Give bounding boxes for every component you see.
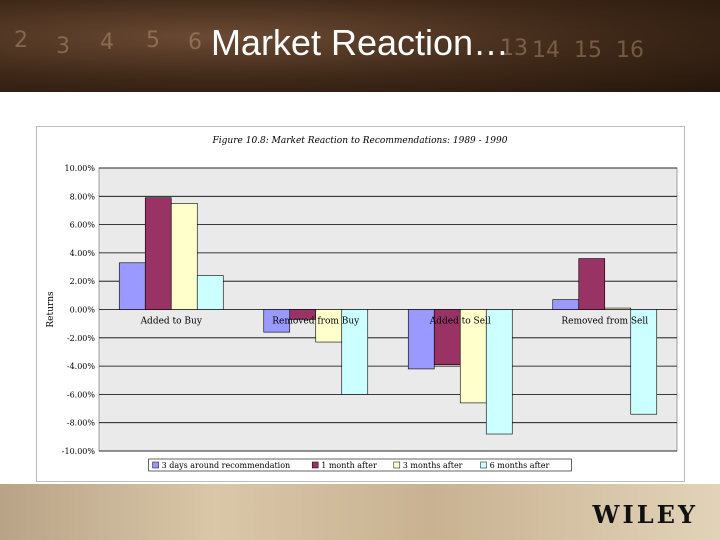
y-tick-label: -4.00% — [67, 362, 96, 371]
bar — [263, 309, 291, 333]
slide-title: Market Reaction… — [210, 22, 510, 63]
chart-title: Figure 10.8: Market Reaction to Recommen… — [212, 136, 508, 146]
banner-digit: 2 — [14, 28, 28, 53]
bar — [170, 203, 198, 310]
y-tick-label: -6.00% — [67, 390, 96, 399]
y-axis-label: Returns — [46, 291, 56, 328]
bar-chart: Figure 10.8: Market Reaction to Recommen… — [46, 136, 678, 472]
bar — [341, 309, 369, 395]
y-tick-label: 4.00% — [70, 249, 96, 258]
bar — [433, 309, 461, 365]
bar — [196, 275, 224, 310]
bar — [144, 197, 172, 310]
y-tick-label: -2.00% — [67, 334, 96, 343]
bar — [485, 309, 513, 435]
chart-container: Figure 10.8: Market Reaction to Recommen… — [36, 126, 685, 482]
legend-swatch — [152, 461, 159, 469]
banner-digit: 16 — [616, 38, 644, 63]
bar — [552, 299, 580, 310]
banner-digit: 14 — [532, 38, 560, 63]
banner-digit: 5 — [146, 28, 160, 53]
y-tick-label: 0.00% — [70, 306, 96, 315]
bar — [630, 309, 658, 415]
y-tick-label: 2.00% — [70, 277, 96, 286]
legend-label: 3 months after — [403, 461, 463, 470]
footer-band: WILEY — [0, 484, 720, 540]
legend-label: 1 month after — [321, 461, 377, 470]
bar — [315, 309, 343, 343]
legend-box — [148, 458, 572, 472]
legend-swatch — [393, 461, 401, 469]
y-tick-label: -10.00% — [62, 447, 96, 456]
x-tick-label: Removed from Sell — [561, 317, 648, 327]
legend-swatch — [311, 461, 319, 469]
legend-label: 6 months after — [490, 461, 550, 470]
x-tick-label: Removed from Buy — [272, 317, 360, 327]
bar — [604, 307, 632, 310]
x-tick-label: Added to Sell — [429, 317, 491, 327]
banner-digit: 4 — [100, 30, 114, 55]
banner-digit: 13 — [500, 36, 528, 61]
legend-label: 3 days around recommendation — [162, 461, 291, 470]
y-tick-label: 8.00% — [70, 192, 96, 201]
legend-swatch — [480, 461, 487, 469]
banner-digit: 3 — [56, 34, 70, 59]
banner-digit: 6 — [188, 30, 202, 55]
wiley-logo: WILEY — [592, 500, 698, 529]
banner-digit: 15 — [574, 38, 602, 63]
bar — [459, 309, 487, 404]
bar — [578, 258, 606, 310]
x-tick-label: Added to Buy — [140, 317, 203, 327]
bar — [407, 309, 435, 370]
y-tick-label: 10.00% — [64, 164, 95, 173]
y-tick-label: 6.00% — [70, 221, 96, 230]
bar — [118, 262, 146, 310]
header-banner: 2 3 4 5 6 13 14 15 16 Market Reaction… — [0, 0, 720, 92]
y-tick-label: -8.00% — [67, 419, 96, 428]
